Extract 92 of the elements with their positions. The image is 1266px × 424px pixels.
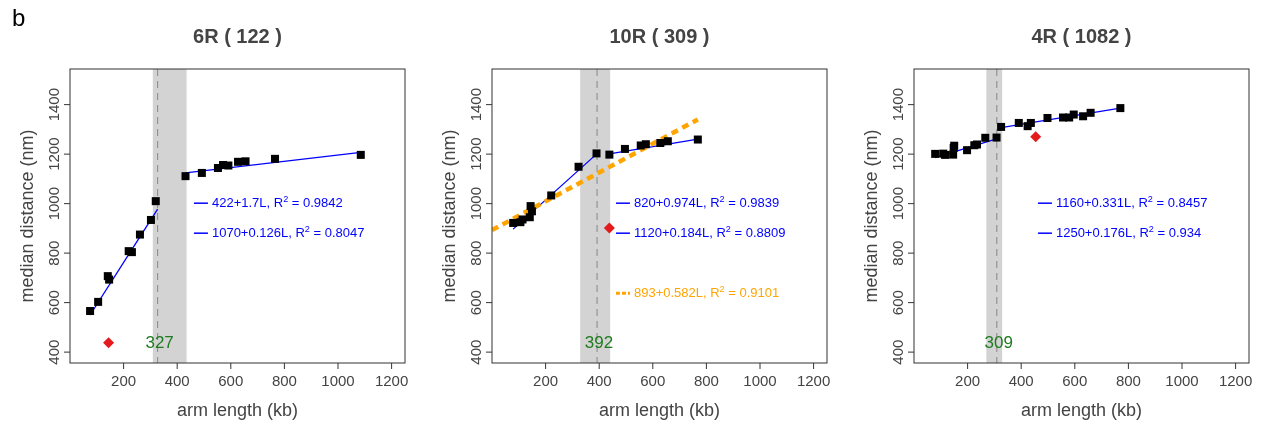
y-tick-label: 800 — [889, 240, 906, 266]
legend-label: 893+0.582L, R$^{2}$ = 0.9101 — [633, 284, 780, 301]
point — [224, 161, 233, 170]
point — [663, 137, 672, 146]
x-tick-label: 1200 — [374, 372, 409, 389]
point — [620, 144, 629, 153]
legend-label: 820+0.974L, R$^{2}$ = 0.9839 — [633, 194, 780, 211]
y-axis-title: median distance (nm) — [861, 129, 881, 303]
point — [693, 135, 702, 144]
point — [931, 149, 940, 158]
y-tick-label: 800 — [45, 240, 62, 266]
y-tick-label: 1000 — [467, 186, 484, 221]
point — [146, 215, 155, 224]
point — [271, 154, 280, 163]
legend-label: 1160+0.331L, R$^{2}$ = 0.8457 — [1055, 194, 1208, 211]
chart-title: 10R ( 309 ) — [609, 25, 710, 47]
y-tick-label: 400 — [889, 339, 906, 365]
x-tick-label: 400 — [586, 372, 612, 389]
point — [1086, 108, 1095, 117]
point — [992, 133, 1001, 142]
point — [997, 122, 1006, 131]
point — [574, 162, 583, 171]
point — [86, 307, 95, 316]
x-axis-title: arm length (kb) — [598, 400, 721, 420]
x-tick-label: 400 — [164, 372, 190, 389]
ref-line-label: 327 — [145, 333, 174, 352]
point — [356, 150, 365, 159]
point — [94, 297, 103, 306]
legend-label: 422+1.7L, R$^{2}$ = 0.9842 — [211, 194, 343, 211]
x-tick-label: 1000 — [743, 372, 777, 389]
x-tick-label: 1000 — [321, 372, 355, 389]
point — [547, 191, 556, 200]
x-axis-title: arm length (kb) — [1020, 400, 1143, 420]
legend-label: 1250+0.176L, R$^{2}$ = 0.934 — [1055, 224, 1202, 241]
x-tick-label: 800 — [693, 372, 719, 389]
point — [197, 168, 206, 177]
x-tick-label: 200 — [533, 372, 559, 389]
point — [1079, 112, 1088, 121]
y-tick-label: 1400 — [889, 87, 906, 122]
ref-line-label: 392 — [584, 333, 614, 352]
point — [656, 139, 665, 147]
x-tick-label: 600 — [218, 372, 244, 389]
point — [603, 222, 615, 234]
point — [1043, 114, 1052, 122]
text: b — [12, 4, 26, 31]
y-tick-label: 600 — [467, 290, 484, 316]
legend-label: 1120+0.184L, R$^{2}$ = 0.8809 — [633, 224, 786, 241]
y-tick-label: 600 — [889, 290, 906, 316]
point — [1069, 110, 1078, 119]
y-tick-label: 400 — [467, 339, 484, 365]
y-tick-label: 1200 — [889, 137, 906, 171]
y-tick-label: 1400 — [45, 87, 62, 122]
y-tick-label: 1000 — [889, 186, 906, 221]
y-tick-label: 1000 — [45, 186, 62, 221]
chart-title: 4R ( 1082 ) — [1031, 25, 1132, 47]
point — [234, 157, 243, 166]
point — [1030, 131, 1042, 143]
x-tick-label: 200 — [955, 372, 981, 389]
point — [181, 172, 190, 181]
y-axis-title: median distance (nm) — [17, 129, 37, 303]
chart-title: 6R ( 122 ) — [193, 25, 282, 47]
x-tick-label: 200 — [111, 372, 137, 389]
legend-label: 1070+0.126L, R$^{2}$ = 0.8047 — [211, 224, 365, 241]
x-tick-label: 400 — [1008, 372, 1034, 389]
x-tick-label: 800 — [271, 372, 297, 389]
point — [135, 230, 144, 239]
x-tick-label: 600 — [640, 372, 666, 389]
point — [103, 337, 115, 349]
y-tick-label: 400 — [45, 339, 62, 365]
point — [241, 157, 250, 166]
point — [1014, 118, 1023, 127]
x-tick-label: 1200 — [796, 372, 831, 389]
y-tick-label: 1400 — [467, 87, 484, 122]
point — [641, 140, 650, 149]
point — [963, 146, 972, 155]
point — [605, 150, 614, 159]
point — [592, 149, 601, 158]
point — [1116, 104, 1125, 113]
x-tick-label: 800 — [1115, 372, 1141, 389]
point — [981, 133, 990, 142]
x-axis-title: arm length (kb) — [176, 400, 299, 420]
x-tick-label: 1200 — [1218, 372, 1253, 389]
y-tick-label: 600 — [45, 290, 62, 316]
point — [151, 197, 160, 206]
y-tick-label: 1200 — [45, 137, 62, 171]
ref-line-label: 309 — [984, 333, 1013, 352]
y-tick-label: 1200 — [467, 137, 484, 171]
point — [1026, 118, 1035, 127]
y-tick-label: 800 — [467, 240, 484, 266]
x-tick-label: 1000 — [1165, 372, 1199, 389]
x-tick-label: 600 — [1062, 372, 1088, 389]
y-axis-title: median distance (nm) — [439, 129, 459, 303]
